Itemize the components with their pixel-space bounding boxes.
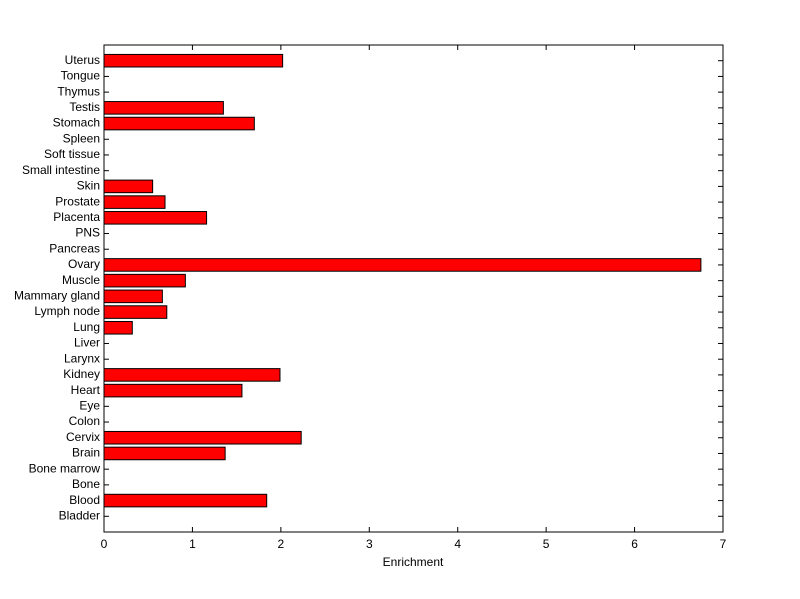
- y-tick-label: Lung: [73, 320, 100, 334]
- x-tick-label: 7: [720, 537, 727, 551]
- x-tick-label: 4: [454, 537, 461, 551]
- y-tick-label: Bladder: [59, 508, 100, 522]
- x-tick-label: 1: [189, 537, 196, 551]
- bar: [103, 116, 255, 131]
- bar: [103, 320, 133, 335]
- y-tick-label: Stomach: [53, 116, 100, 130]
- y-tick-label: Colon: [69, 414, 100, 428]
- x-tick-label: 5: [543, 537, 550, 551]
- y-tick-label: Thymus: [57, 84, 100, 98]
- bar: [103, 383, 243, 398]
- y-tick-label: Muscle: [62, 273, 100, 287]
- bar: [103, 493, 268, 508]
- bar: [103, 273, 186, 288]
- y-tick-label: Prostate: [55, 194, 100, 208]
- y-tick-label: Ovary: [68, 257, 100, 271]
- bar: [103, 195, 166, 209]
- y-tick-label: PNS: [75, 226, 100, 240]
- bar: [103, 368, 281, 382]
- y-tick-label: Uterus: [65, 53, 100, 67]
- y-tick-label: Pancreas: [49, 241, 100, 255]
- y-tick-label: Spleen: [63, 131, 100, 145]
- y-tick-label: Cervix: [66, 430, 100, 444]
- bar: [103, 430, 302, 445]
- y-tick-label: Placenta: [53, 210, 100, 224]
- x-tick-label: 2: [278, 537, 285, 551]
- y-tick-label: Mammary gland: [14, 289, 100, 303]
- bar: [103, 289, 163, 304]
- y-tick-label: Eye: [79, 398, 100, 412]
- y-tick-label: Skin: [77, 179, 100, 193]
- y-tick-label: Larynx: [64, 351, 100, 365]
- bar: [103, 305, 168, 319]
- y-tick-label: Lymph node: [34, 304, 100, 318]
- bar: [103, 53, 284, 68]
- x-tick-label: 6: [631, 537, 638, 551]
- y-tick-label: Tongue: [61, 69, 101, 83]
- bar: [103, 258, 702, 272]
- bar: [103, 101, 224, 115]
- y-tick-label: Liver: [74, 336, 100, 350]
- y-tick-label: Small intestine: [22, 163, 100, 177]
- x-tick-label: 3: [366, 537, 373, 551]
- y-tick-label: Soft tissue: [44, 147, 100, 161]
- y-tick-label: Blood: [69, 493, 100, 507]
- plot-frame: [103, 44, 724, 533]
- bar: [103, 446, 226, 461]
- y-tick-label: Bone: [72, 477, 100, 491]
- y-tick-label: Heart: [71, 383, 101, 397]
- bar: [103, 179, 154, 194]
- y-tick-label: Testis: [69, 100, 100, 114]
- x-axis-label: Enrichment: [383, 555, 444, 569]
- y-tick-label: Kidney: [63, 367, 100, 381]
- y-tick-label: Bone marrow: [29, 461, 101, 475]
- x-tick-label: 0: [101, 537, 108, 551]
- bar: [103, 211, 208, 225]
- y-tick-label: Brain: [72, 446, 100, 460]
